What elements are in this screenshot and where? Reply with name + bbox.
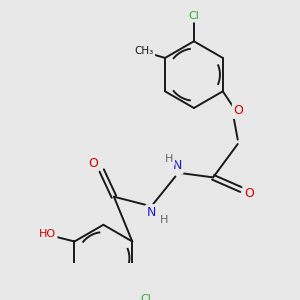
Text: O: O bbox=[244, 187, 254, 200]
Text: Cl: Cl bbox=[140, 294, 151, 300]
Text: O: O bbox=[234, 104, 244, 117]
Text: H: H bbox=[160, 214, 168, 224]
Text: Cl: Cl bbox=[188, 11, 199, 21]
Text: CH₃: CH₃ bbox=[134, 46, 154, 56]
Text: N: N bbox=[147, 206, 156, 219]
Text: N: N bbox=[172, 160, 182, 172]
Text: H: H bbox=[165, 154, 173, 164]
Text: O: O bbox=[88, 157, 98, 170]
Text: HO: HO bbox=[39, 230, 56, 239]
